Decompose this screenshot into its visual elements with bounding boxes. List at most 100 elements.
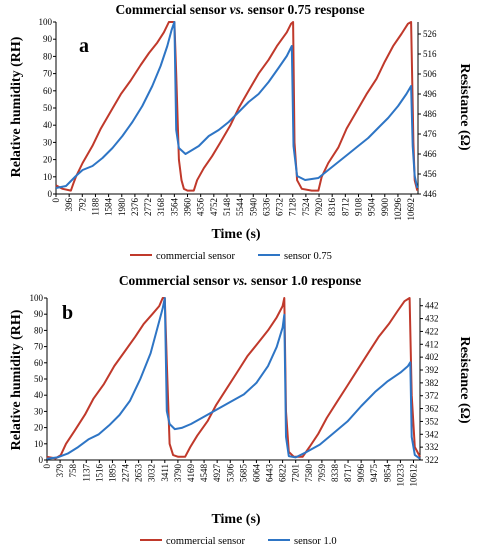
series-line-sensor-a <box>55 21 419 189</box>
legend-a: commercial sensor sensor 0.75 <box>130 251 332 262</box>
y2-tick-label-b: 342 <box>425 429 439 439</box>
x-tick-label-b: 3790 <box>173 464 183 483</box>
x-tick-label-a: 792 <box>77 198 87 212</box>
y2-tick-label-a: 496 <box>423 89 437 99</box>
x-axis-title-b: Time (s) <box>211 512 260 527</box>
x-tick-label-b: 10233 <box>395 464 405 487</box>
legend-b: commercial sensor sensor 1.0 <box>140 536 337 547</box>
y2-axis-title-a: Resistance (Ω) <box>457 63 472 150</box>
x-tick-label-a: 10692 <box>406 198 416 221</box>
y2-tick-label-b: 442 <box>425 301 439 311</box>
x-tick-label-b: 1516 <box>94 464 104 483</box>
x-tick-label-b: 4548 <box>199 464 209 483</box>
x-tick-label-b: 3032 <box>147 464 157 482</box>
y2-tick-label-a: 456 <box>423 169 437 179</box>
y2-tick-label-b: 422 <box>425 326 439 336</box>
x-tick-label-a: 7128 <box>288 198 298 217</box>
y-tick-label-a: 40 <box>43 120 53 130</box>
y-tick-label-a: 0 <box>48 189 53 199</box>
x-tick-label-a: 3564 <box>169 198 179 217</box>
y-axis-title-a: Relative humidity (RH) <box>9 36 24 177</box>
legend-label-commercial-sensor-a: commercial sensor <box>156 251 236 262</box>
chart-panel-b: Commercial sensor vs. sensor 1.0 respons… <box>9 273 472 547</box>
x-tick-label-b: 7201 <box>291 464 301 482</box>
y2-tick-label-b: 432 <box>425 314 439 324</box>
axes-a: 0102030405060708090100446456466476486496… <box>39 17 438 221</box>
x-tick-label-a: 0 <box>51 198 61 203</box>
chart-panel-a: Commercial sensor vs. sensor 0.75 respon… <box>9 2 472 262</box>
y-tick-label-a: 10 <box>43 172 53 182</box>
x-tick-label-b: 9854 <box>382 464 392 483</box>
x-tick-label-a: 9900 <box>380 198 390 217</box>
x-tick-label-a: 8316 <box>327 198 337 217</box>
series-a <box>55 21 419 192</box>
series-line-commercial-sensor-b <box>46 297 421 460</box>
y-tick-label-b: 60 <box>34 358 44 368</box>
x-tick-label-a: 4356 <box>196 198 206 217</box>
y-tick-label-a: 30 <box>43 137 53 147</box>
legend-label-sensor-a: sensor 0.75 <box>284 251 332 262</box>
y2-tick-label-b: 352 <box>425 416 439 426</box>
x-tick-label-b: 7959 <box>317 464 327 483</box>
y2-tick-label-b: 332 <box>425 442 439 452</box>
y-tick-label-b: 0 <box>39 455 44 465</box>
y2-tick-label-b: 362 <box>425 404 439 414</box>
y-tick-label-b: 20 <box>34 423 44 433</box>
x-tick-label-a: 2376 <box>130 198 140 217</box>
x-axis-title-a: Time (s) <box>211 227 260 242</box>
x-tick-label-b: 6064 <box>251 464 261 483</box>
x-tick-label-b: 8338 <box>330 464 340 483</box>
x-tick-label-a: 3168 <box>156 198 166 217</box>
y-axis-title-b: Relative humidity (RH) <box>9 309 24 450</box>
x-tick-label-b: 4927 <box>212 464 222 483</box>
y-tick-label-b: 70 <box>34 342 44 352</box>
x-tick-label-b: 6822 <box>278 464 288 482</box>
x-tick-label-a: 7920 <box>314 198 324 217</box>
chart-title-a: Commercial sensor vs. sensor 0.75 respon… <box>115 2 364 17</box>
x-tick-label-a: 8712 <box>340 198 350 216</box>
y2-tick-label-b: 382 <box>425 378 439 388</box>
y-tick-label-b: 50 <box>34 374 44 384</box>
x-tick-label-b: 1895 <box>107 464 117 483</box>
x-tick-label-a: 396 <box>64 198 74 212</box>
x-tick-label-a: 6336 <box>261 198 271 217</box>
x-tick-label-a: 5544 <box>235 198 245 217</box>
y-tick-label-a: 50 <box>43 103 53 113</box>
x-tick-label-b: 9096 <box>356 464 366 483</box>
y-tick-label-b: 80 <box>34 325 44 335</box>
y2-tick-label-a: 486 <box>423 109 437 119</box>
x-tick-label-b: 9475 <box>369 464 379 483</box>
panel-label-b: b <box>62 302 73 324</box>
y2-tick-label-b: 392 <box>425 365 439 375</box>
y-tick-label-a: 70 <box>43 69 53 79</box>
y2-axis-title-b: Resistance (Ω) <box>457 336 472 423</box>
y2-tick-label-b: 402 <box>425 352 439 362</box>
y2-tick-label-b: 372 <box>425 391 439 401</box>
x-tick-label-b: 379 <box>55 464 65 478</box>
x-tick-label-a: 5940 <box>248 198 258 217</box>
y-tick-label-b: 100 <box>30 293 44 303</box>
x-tick-label-a: 2772 <box>143 198 153 216</box>
x-tick-label-a: 7524 <box>301 198 311 217</box>
x-tick-label-b: 2653 <box>134 464 144 483</box>
y2-tick-label-a: 516 <box>423 49 437 59</box>
series-line-sensor-b <box>46 297 421 460</box>
x-tick-label-b: 5306 <box>225 464 235 483</box>
x-tick-label-b: 758 <box>68 464 78 478</box>
x-tick-label-a: 9108 <box>353 198 363 217</box>
panel-label-a: a <box>79 35 89 57</box>
y-tick-label-b: 10 <box>34 439 44 449</box>
chart-title-b: Commercial sensor vs. sensor 1.0 respons… <box>119 273 361 288</box>
x-tick-label-b: 0 <box>42 464 52 469</box>
axes-b: 0 10 20 30 40 50 60 70 80 90 100 322 332 342 352 362 372… <box>30 293 439 487</box>
y2-tick-label-a: 526 <box>423 29 437 39</box>
y-tick-label-a: 90 <box>43 34 53 44</box>
y2-tick-label-a: 466 <box>423 149 437 159</box>
series-line-commercial-sensor-a <box>55 21 419 192</box>
y-tick-label-b: 90 <box>34 309 44 319</box>
y-tick-label-b: 40 <box>34 390 44 400</box>
series-b <box>46 297 421 460</box>
y-tick-label-b: 30 <box>34 406 44 416</box>
x-tick-label-b: 6443 <box>265 464 275 483</box>
x-tick-label-b: 4169 <box>186 464 196 483</box>
